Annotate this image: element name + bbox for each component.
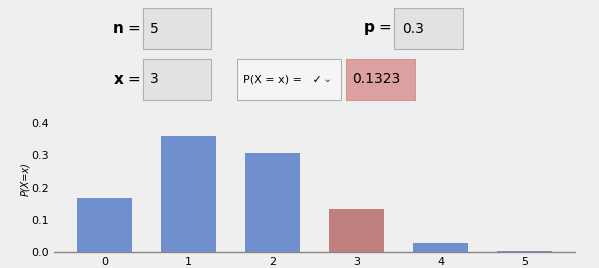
- FancyBboxPatch shape: [394, 8, 463, 49]
- Text: $\mathbf{n}$ =: $\mathbf{n}$ =: [112, 21, 141, 36]
- Text: ⌄: ⌄: [323, 75, 332, 84]
- Text: 5: 5: [150, 21, 159, 36]
- Text: 3: 3: [150, 72, 159, 87]
- Text: $\mathbf{x}$ =: $\mathbf{x}$ =: [113, 72, 141, 87]
- FancyBboxPatch shape: [143, 59, 211, 100]
- Text: 0.3: 0.3: [402, 21, 424, 36]
- Text: $\mathbf{p}$ =: $\mathbf{p}$ =: [364, 21, 392, 36]
- Bar: [497, 251, 552, 252]
- Bar: [413, 243, 468, 252]
- Y-axis label: P(X=x): P(X=x): [20, 163, 30, 196]
- Bar: [77, 198, 132, 252]
- Text: 0.1323: 0.1323: [352, 72, 401, 87]
- FancyBboxPatch shape: [143, 8, 211, 49]
- Bar: [329, 209, 384, 252]
- FancyBboxPatch shape: [237, 59, 341, 100]
- Text: P(X = x) =   ✓: P(X = x) = ✓: [243, 75, 322, 84]
- FancyBboxPatch shape: [346, 59, 415, 100]
- Bar: [245, 153, 300, 252]
- Bar: [161, 136, 216, 252]
